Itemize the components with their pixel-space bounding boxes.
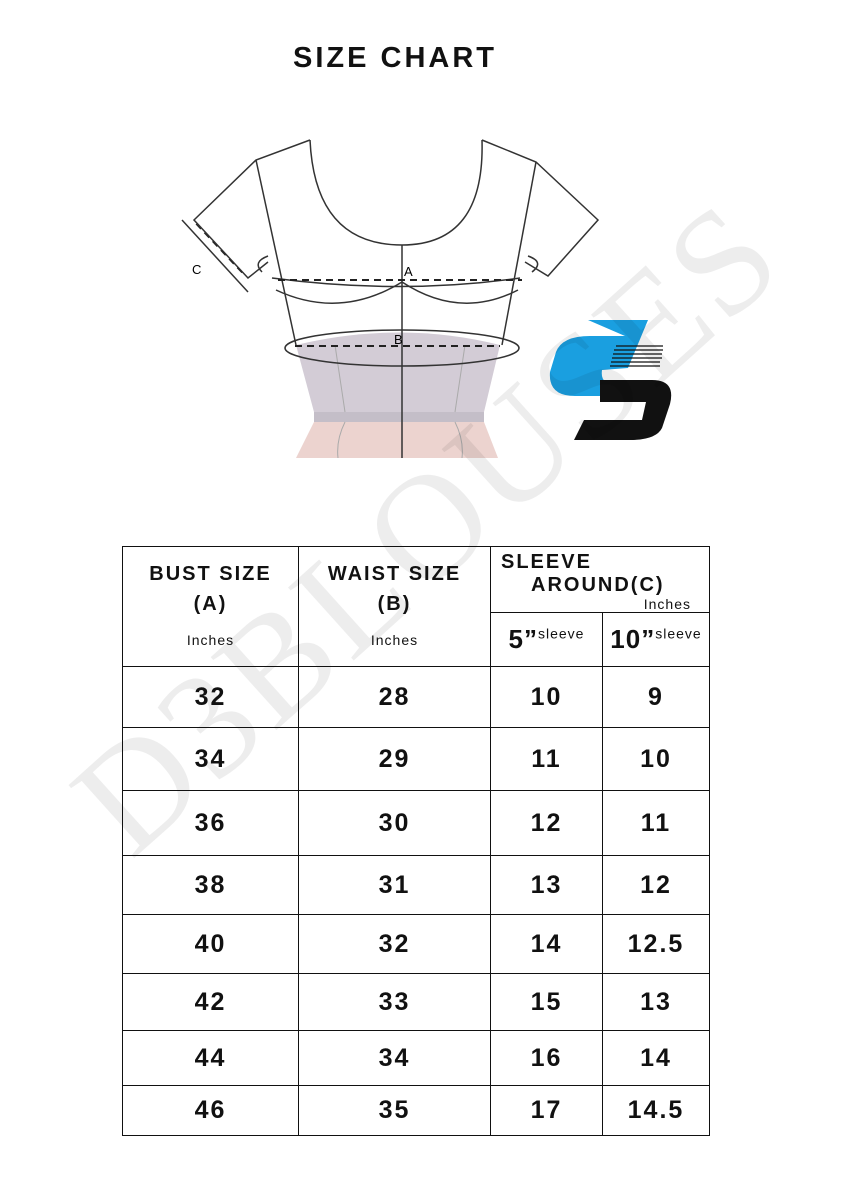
cell-sleeve-10: 12.5 (602, 914, 710, 974)
cell-sleeve-5: 15 (490, 973, 603, 1031)
cell-bust: 42 (122, 973, 299, 1031)
header-unit: Inches (643, 596, 691, 612)
cell-sleeve-5: 10 (490, 666, 603, 728)
sleeve-length: 10” (610, 624, 656, 654)
measure-lines (195, 223, 522, 347)
label-a: A (404, 264, 413, 279)
cell-waist: 34 (298, 1030, 491, 1086)
cell-sleeve-10: 10 (602, 727, 710, 791)
table-row: 34 29 11 10 (122, 727, 710, 791)
header-code: (A) (193, 592, 228, 615)
header-bust: BUST SIZE (A) Inches (122, 546, 299, 667)
table-row: 46 35 17 14.5 (122, 1085, 710, 1136)
sleeve-text: sleeve (538, 625, 585, 642)
header-label: SLEEVE (501, 551, 592, 573)
label-c: C (192, 262, 201, 277)
cell-bust: 44 (122, 1030, 299, 1086)
page-title: SIZE CHART (293, 42, 497, 74)
cell-sleeve-10: 13 (602, 973, 710, 1031)
cell-sleeve-10: 14 (602, 1030, 710, 1086)
sleeve-text: sleeve (655, 625, 702, 642)
label-b: B (394, 332, 403, 347)
header-waist: WAIST SIZE (B) Inches (298, 546, 491, 667)
header-sleeve-10: 10”sleeve (602, 612, 710, 667)
cell-bust: 38 (122, 855, 299, 915)
blouse-outline (181, 139, 600, 458)
table-row: 40 32 14 12.5 (122, 914, 710, 974)
size-table: BUST SIZE (A) Inches WAIST SIZE (B) Inch… (122, 546, 710, 1136)
header-label: AROUND (531, 574, 631, 596)
table-row: 42 33 15 13 (122, 973, 710, 1031)
cell-sleeve-5: 16 (490, 1030, 603, 1086)
header-code: (B) (377, 592, 412, 615)
header-unit: Inches (186, 631, 235, 648)
cell-sleeve-5: 12 (490, 790, 603, 856)
table-row: 44 34 16 14 (122, 1030, 710, 1086)
cell-sleeve-10: 11 (602, 790, 710, 856)
header-sleeve-5: 5”sleeve (490, 612, 603, 667)
cell-sleeve-5: 11 (490, 727, 603, 791)
cell-waist: 33 (298, 973, 491, 1031)
header-label: BUST SIZE (149, 562, 272, 585)
cell-sleeve-5: 13 (490, 855, 603, 915)
header-sleeve: SLEEVE AROUND(C) Inches (490, 546, 710, 613)
cell-bust: 40 (122, 914, 299, 974)
d3-logo (549, 320, 672, 440)
cell-sleeve-5: 14 (490, 914, 603, 974)
cell-sleeve-10: 14.5 (602, 1085, 710, 1136)
blouse-diagram: A B C (181, 139, 672, 459)
cell-bust: 34 (122, 727, 299, 791)
table-row: 38 31 13 12 (122, 855, 710, 915)
header-code: (C) (630, 574, 665, 596)
table-row: 36 30 12 11 (122, 790, 710, 856)
cell-bust: 32 (122, 666, 299, 728)
cell-bust: 36 (122, 790, 299, 856)
header-unit: Inches (370, 631, 419, 648)
cell-waist: 31 (298, 855, 491, 915)
waist-shading (296, 332, 500, 459)
cell-waist: 35 (298, 1085, 491, 1136)
skirt-shape (296, 422, 498, 458)
cell-bust: 46 (122, 1085, 299, 1136)
cell-waist: 29 (298, 727, 491, 791)
cell-sleeve-5: 17 (490, 1085, 603, 1136)
cell-waist: 32 (298, 914, 491, 974)
cell-sleeve-10: 9 (602, 666, 710, 728)
sleeve-length: 5” (508, 624, 538, 654)
cell-waist: 28 (298, 666, 491, 728)
cell-waist: 30 (298, 790, 491, 856)
header-label: WAIST SIZE (327, 562, 462, 585)
table-row: 32 28 10 9 (122, 666, 710, 728)
cell-sleeve-10: 12 (602, 855, 710, 915)
